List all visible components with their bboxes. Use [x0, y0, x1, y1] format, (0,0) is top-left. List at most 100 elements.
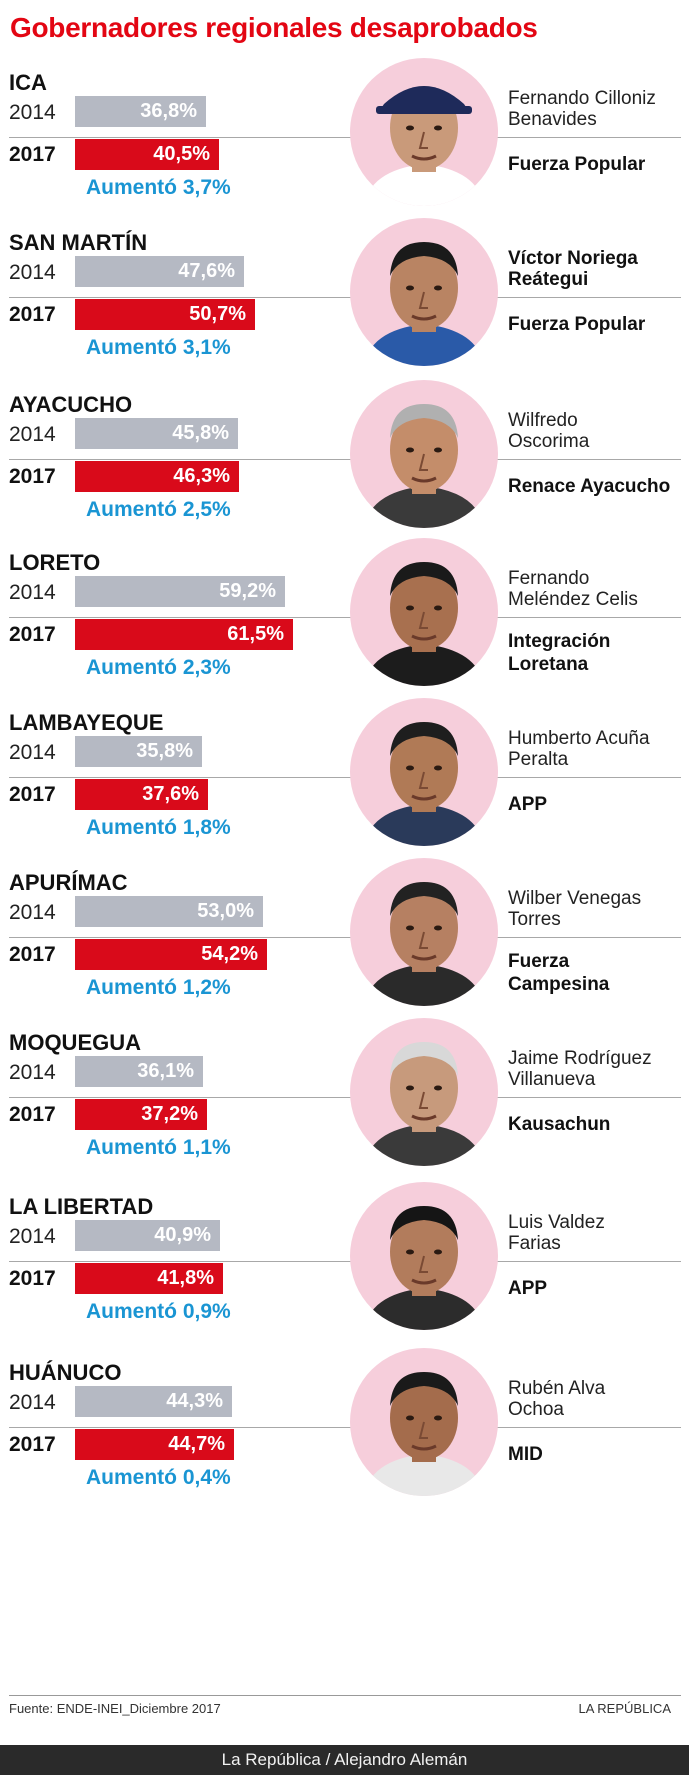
bar-2014: 35,8% — [75, 736, 202, 767]
person-portrait-icon — [364, 722, 484, 846]
bar-2017: 44,7% — [75, 1429, 234, 1460]
party-name-line: Campesina — [508, 974, 610, 995]
source-note: Fuente: ENDE-INEI_Diciembre 2017 — [9, 1701, 221, 1716]
governor-name-line: Víctor Noriega — [508, 248, 638, 269]
year-label-2014: 2014 — [9, 581, 56, 604]
brand-label: LA REPÚBLICA — [578, 1701, 672, 1716]
bar-2017: 37,2% — [75, 1099, 207, 1130]
bar-2014: 36,8% — [75, 96, 206, 127]
party-name-line: APP — [508, 794, 548, 815]
region-block: LA LIBERTAD 2014 40,9% 2017 41,8% Aumentó 0,9… — [0, 1182, 689, 1377]
increase-label: Aumentó 3,7% — [86, 176, 231, 199]
governor-name-line: Torres — [508, 909, 561, 930]
governor-name: Wilfredo Oscorima — [508, 410, 686, 452]
region-name: MOQUEGUA — [9, 1030, 141, 1055]
region-name: LORETO — [9, 550, 101, 575]
increase-label: Aumentó 2,3% — [86, 656, 231, 679]
bar-2017: 50,7% — [75, 299, 255, 330]
row-divider — [9, 137, 681, 138]
governor-portrait — [350, 1018, 498, 1166]
party-name: Integración Loretana — [508, 630, 686, 676]
region-name: APURÍMAC — [9, 870, 128, 895]
party-name-line: Renace Ayacucho — [508, 476, 671, 497]
bar-2017: 37,6% — [75, 779, 208, 810]
year-label-2014: 2014 — [9, 741, 56, 764]
row-divider — [9, 937, 681, 938]
region-block: SAN MARTÍN 2014 47,6% 2017 50,7% Aumentó 3,1%… — [0, 218, 689, 413]
party-name-line: Fuerza Popular — [508, 314, 646, 335]
governor-portrait — [350, 1348, 498, 1496]
bar-2014: 45,8% — [75, 418, 238, 449]
governor-name-line: Fernando Cilloniz — [508, 88, 656, 109]
increase-label: Aumentó 1,2% — [86, 976, 231, 999]
party-name: APP — [508, 1277, 686, 1300]
increase-label: Aumentó 3,1% — [86, 336, 231, 359]
region-name: AYACUCHO — [9, 392, 133, 417]
row-divider — [9, 617, 681, 618]
bar-2017: 41,8% — [75, 1263, 223, 1294]
increase-label: Aumentó 2,5% — [86, 498, 231, 521]
bar-2014: 53,0% — [75, 896, 263, 927]
governor-name-line: Wilfredo — [508, 410, 578, 431]
region-name: ICA — [9, 70, 47, 95]
row-divider — [9, 459, 681, 460]
row-divider — [9, 777, 681, 778]
bar-2014: 59,2% — [75, 576, 285, 607]
region-block: MOQUEGUA 2014 36,1% 2017 37,2% Aumentó 1,1% Ja… — [0, 1018, 689, 1213]
governor-name-line: Ochoa — [508, 1399, 564, 1420]
row-divider — [9, 297, 681, 298]
party-name: MID — [508, 1443, 686, 1466]
year-label-2014: 2014 — [9, 1225, 56, 1248]
governor-name-line: Peralta — [508, 749, 569, 770]
party-name-line: MID — [508, 1444, 543, 1465]
year-label-2017: 2017 — [9, 143, 56, 166]
year-label-2017: 2017 — [9, 1267, 56, 1290]
year-label-2014: 2014 — [9, 901, 56, 924]
governor-name-line: Luis Valdez — [508, 1212, 605, 1233]
bar-2014: 44,3% — [75, 1386, 232, 1417]
governor-name-line: Benavides — [508, 109, 597, 130]
increase-label: Aumentó 1,8% — [86, 816, 231, 839]
year-label-2017: 2017 — [9, 1433, 56, 1456]
row-divider — [9, 1261, 681, 1262]
party-name: Fuerza Campesina — [508, 950, 686, 996]
bar-2017: 54,2% — [75, 939, 267, 970]
governor-name: Fernando Cilloniz Benavides — [508, 88, 686, 130]
increase-label: Aumentó 0,9% — [86, 1300, 231, 1323]
footer-divider — [9, 1695, 681, 1696]
row-divider — [9, 1427, 681, 1428]
credit-bar — [0, 1745, 689, 1775]
year-label-2017: 2017 — [9, 1103, 56, 1126]
bar-2014: 36,1% — [75, 1056, 203, 1087]
governor-portrait — [350, 1182, 498, 1330]
chart-title: Gobernadores regionales desaprobados — [10, 12, 538, 43]
governor-portrait — [350, 58, 498, 206]
person-portrait-icon — [364, 404, 484, 528]
person-portrait-icon — [364, 86, 484, 206]
year-label-2014: 2014 — [9, 423, 56, 446]
party-name-line: Loretana — [508, 654, 589, 675]
party-name-line: Kausachun — [508, 1114, 611, 1135]
row-divider — [9, 1097, 681, 1098]
governor-name: Wilber Venegas Torres — [508, 888, 686, 930]
increase-label: Aumentó 0,4% — [86, 1466, 231, 1489]
party-name-line: Fuerza — [508, 951, 570, 972]
governor-name-line: Farias — [508, 1233, 561, 1254]
region-block: AYACUCHO 2014 45,8% 2017 46,3% Aumentó 2,5% Wi… — [0, 380, 689, 575]
person-portrait-icon — [364, 1372, 484, 1496]
governor-name-line: Reátegui — [508, 269, 589, 290]
person-portrait-icon — [364, 562, 484, 686]
governor-portrait — [350, 538, 498, 686]
governor-name-line: Fernando — [508, 568, 590, 589]
party-name-line: APP — [508, 1278, 548, 1299]
person-portrait-icon — [364, 882, 484, 1006]
bar-2017: 61,5% — [75, 619, 293, 650]
governor-name: Jaime Rodríguez Villanueva — [508, 1048, 686, 1090]
governor-name-line: Oscorima — [508, 431, 590, 452]
governor-name-line: Meléndez Celis — [508, 589, 638, 610]
governor-portrait — [350, 218, 498, 366]
governor-name: Víctor Noriega Reátegui — [508, 248, 686, 290]
person-portrait-icon — [364, 242, 484, 366]
year-label-2014: 2014 — [9, 1061, 56, 1084]
year-label-2017: 2017 — [9, 783, 56, 806]
